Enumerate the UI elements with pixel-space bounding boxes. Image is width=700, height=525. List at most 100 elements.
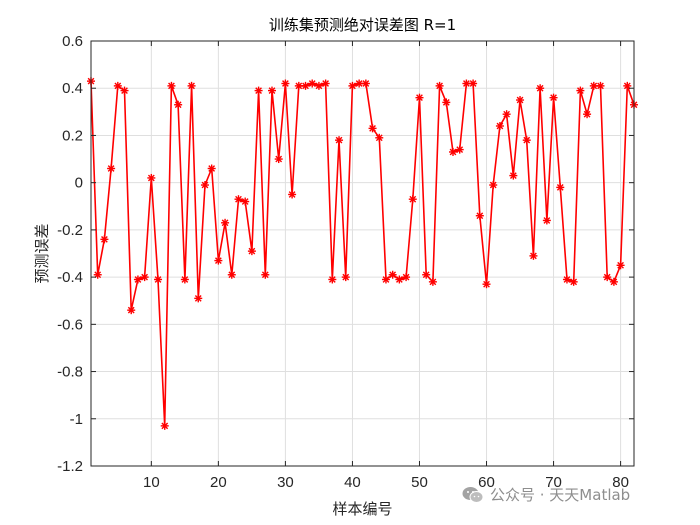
data-point [375,133,384,142]
data-point [509,171,518,180]
x-axis-title: 样本编号 [332,500,392,518]
data-point [388,270,397,279]
y-tick-label: -1.2 [57,458,83,475]
data-point [583,110,592,119]
y-axis-title: 预测误差 [33,223,51,283]
x-tick-label: 80 [612,474,629,491]
data-point [516,96,525,105]
data-point [274,155,283,164]
watermark-text: 公众号 · 天天Matlab [490,486,631,504]
x-tick-label: 30 [277,474,294,491]
y-tick-label: -0.8 [57,364,83,381]
data-point [314,81,323,90]
plot-area [87,77,638,430]
x-tick-label: 50 [411,474,428,491]
x-tick-label: 40 [344,474,361,491]
axes-box [90,40,635,467]
data-point [227,270,236,279]
y-tick-label: -0.2 [57,222,83,239]
data-point [589,81,598,90]
data-point [281,79,290,88]
data-point [335,136,344,145]
data-point [609,277,618,286]
y-tick-label: -1 [70,411,83,428]
data-point [455,145,464,154]
data-point [442,98,451,107]
y-tick-label: 0 [75,175,83,192]
data-point [167,81,176,90]
data-point [147,173,156,182]
data-point [113,81,122,90]
wechat-icon [462,486,484,503]
data-point [261,270,270,279]
data-point [120,86,129,95]
data-point [502,110,511,119]
data-point [435,81,444,90]
data-point [194,294,203,303]
data-point [154,275,163,284]
data-point [321,79,330,88]
data-point [381,275,390,284]
series-line [90,81,635,427]
data-point [616,261,625,270]
data-point [247,247,256,256]
x-tick-label: 60 [478,474,495,491]
data-point [482,280,491,289]
y-tick-label: -0.4 [57,269,83,286]
data-point [254,86,263,95]
data-point [268,86,276,95]
data-point [623,81,632,90]
x-tick-label: 70 [545,474,562,491]
data-point [368,124,377,133]
data-point [542,216,551,225]
data-point [469,79,478,88]
watermark: 公众号 · 天天Matlab [462,484,630,505]
data-point [428,277,437,286]
data-point [576,86,585,95]
data-point [536,84,545,93]
axis-ticks: 10 20 30 40 50 60 70 80 -1.2 -1 -0.8 -0.6 -0.4 -0.2 0 0… [57,33,634,491]
data-point [408,195,417,204]
data-point [174,100,183,109]
data-point [221,218,230,227]
data-point [301,81,310,90]
data-point [556,183,565,192]
data-point [241,197,250,206]
data-point [402,273,411,282]
data-point [200,181,209,190]
data-point [160,421,169,430]
data-point [495,122,504,130]
data-point [489,181,498,190]
data-point [207,164,216,173]
data-point [549,93,558,102]
data-point [100,235,109,244]
data-point [288,190,297,199]
data-point [596,81,605,90]
y-tick-label: -0.6 [57,316,83,333]
data-point [140,273,149,282]
data-point [569,277,578,286]
data-point [328,275,337,284]
y-tick-label: 0.2 [62,127,83,144]
data-point [127,306,136,315]
data-point [603,273,612,282]
data-point [294,81,303,90]
data-point [133,275,142,284]
data-point [361,79,370,88]
data-point [234,195,243,204]
data-point [562,275,571,284]
data-point [529,251,538,260]
data-point [187,81,196,90]
data-point [422,270,431,279]
chart-title: 训练集预测绝对误差图 R=1 [269,16,456,34]
y-tick-label: 0.6 [62,33,83,50]
data-point [355,79,364,88]
data-point [341,273,350,282]
x-tick-label: 20 [210,474,227,491]
data-point [475,211,484,220]
data-point [395,275,404,284]
data-point [348,81,357,90]
x-tick-label: 10 [143,474,160,491]
data-point [462,79,471,88]
